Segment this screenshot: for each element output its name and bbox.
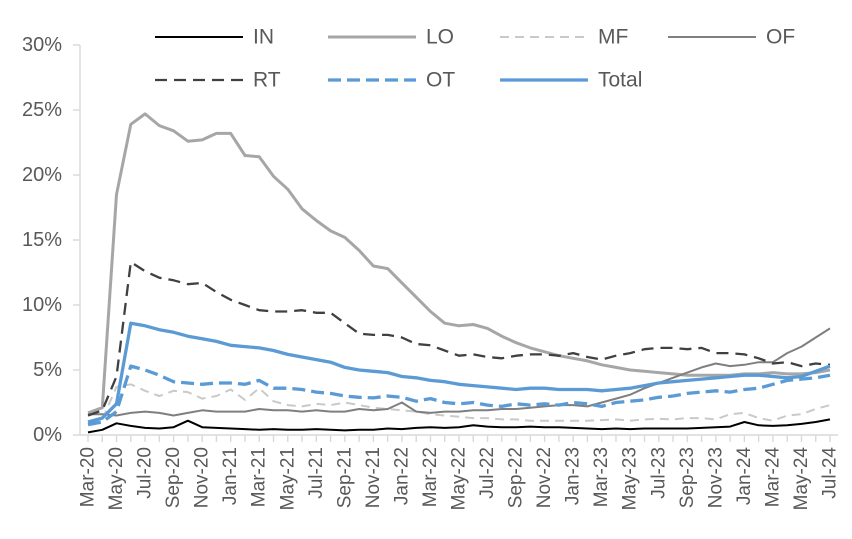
x-tick-label: Sep-23	[677, 447, 698, 508]
x-tick-label: Jan-23	[563, 447, 584, 505]
legend-item-in: IN	[155, 26, 274, 49]
legend-label-ot: OT	[426, 69, 455, 92]
x-tick-label: Mar-22	[420, 447, 441, 507]
series-line-total	[87, 321, 831, 424]
x-tick-label: Jul-23	[648, 447, 669, 499]
x-tick-label: Mar-24	[762, 447, 783, 508]
x-tick-label: Jan-21	[220, 447, 241, 505]
x-tick-label: May-23	[620, 447, 641, 510]
x-tick-label: Nov-22	[534, 447, 555, 508]
x-tick-label: May-22	[449, 447, 470, 510]
legend-item-lo: LO	[328, 26, 454, 49]
legend-item-mf: MF	[500, 26, 628, 49]
y-tick-label: 10%	[22, 294, 62, 316]
x-tick-label: Jul-20	[135, 447, 156, 499]
x-tick-label: Jan-22	[391, 447, 412, 505]
legend-label-rt: RT	[253, 69, 281, 92]
x-tick-label: Sep-21	[334, 447, 355, 508]
x-tick-label: Jul-22	[477, 447, 498, 499]
x-tick-label: Nov-21	[363, 447, 384, 508]
legend-label-lo: LO	[426, 26, 454, 49]
x-tick-label: Sep-22	[506, 447, 527, 508]
y-tick-label: 5%	[33, 359, 62, 381]
series-line-lo	[87, 112, 831, 415]
y-tick-label: 25%	[22, 99, 62, 121]
series-line-of	[88, 327, 831, 417]
series-line-rt	[87, 260, 831, 417]
y-tick-label: 30%	[22, 34, 62, 56]
x-tick-label: Mar-20	[78, 447, 99, 507]
x-tick-label: Jul-21	[306, 447, 327, 499]
legend-label-in: IN	[253, 26, 274, 49]
legend-item-of: OF	[668, 26, 795, 49]
x-tick-label: May-21	[277, 447, 298, 510]
x-tick-label: May-24	[791, 447, 812, 511]
legend-item-rt: RT	[155, 69, 281, 92]
x-tick-label: Nov-20	[192, 447, 213, 508]
x-tick-label: Jul-24	[820, 447, 841, 499]
legend-item-total: Total	[500, 69, 642, 92]
legend-label-total: Total	[598, 69, 642, 92]
series-line-in	[87, 418, 831, 434]
legend-label-of: OF	[766, 26, 795, 49]
y-tick-label: 15%	[22, 229, 62, 251]
legend-item-ot: OT	[328, 69, 455, 92]
x-tick-label: Nov-23	[705, 447, 726, 508]
x-tick-label: Mar-23	[591, 447, 612, 507]
x-tick-label: Sep-20	[163, 447, 184, 508]
x-tick-label: Jan-24	[734, 447, 755, 506]
series-line-mf	[87, 383, 831, 423]
x-tick-label: Mar-21	[249, 447, 270, 507]
legend-label-mf: MF	[598, 26, 628, 49]
y-tick-label: 0%	[33, 424, 62, 446]
x-tick-label: May-20	[106, 447, 127, 510]
y-tick-label: 20%	[22, 164, 62, 186]
series-line-ot	[87, 364, 831, 427]
